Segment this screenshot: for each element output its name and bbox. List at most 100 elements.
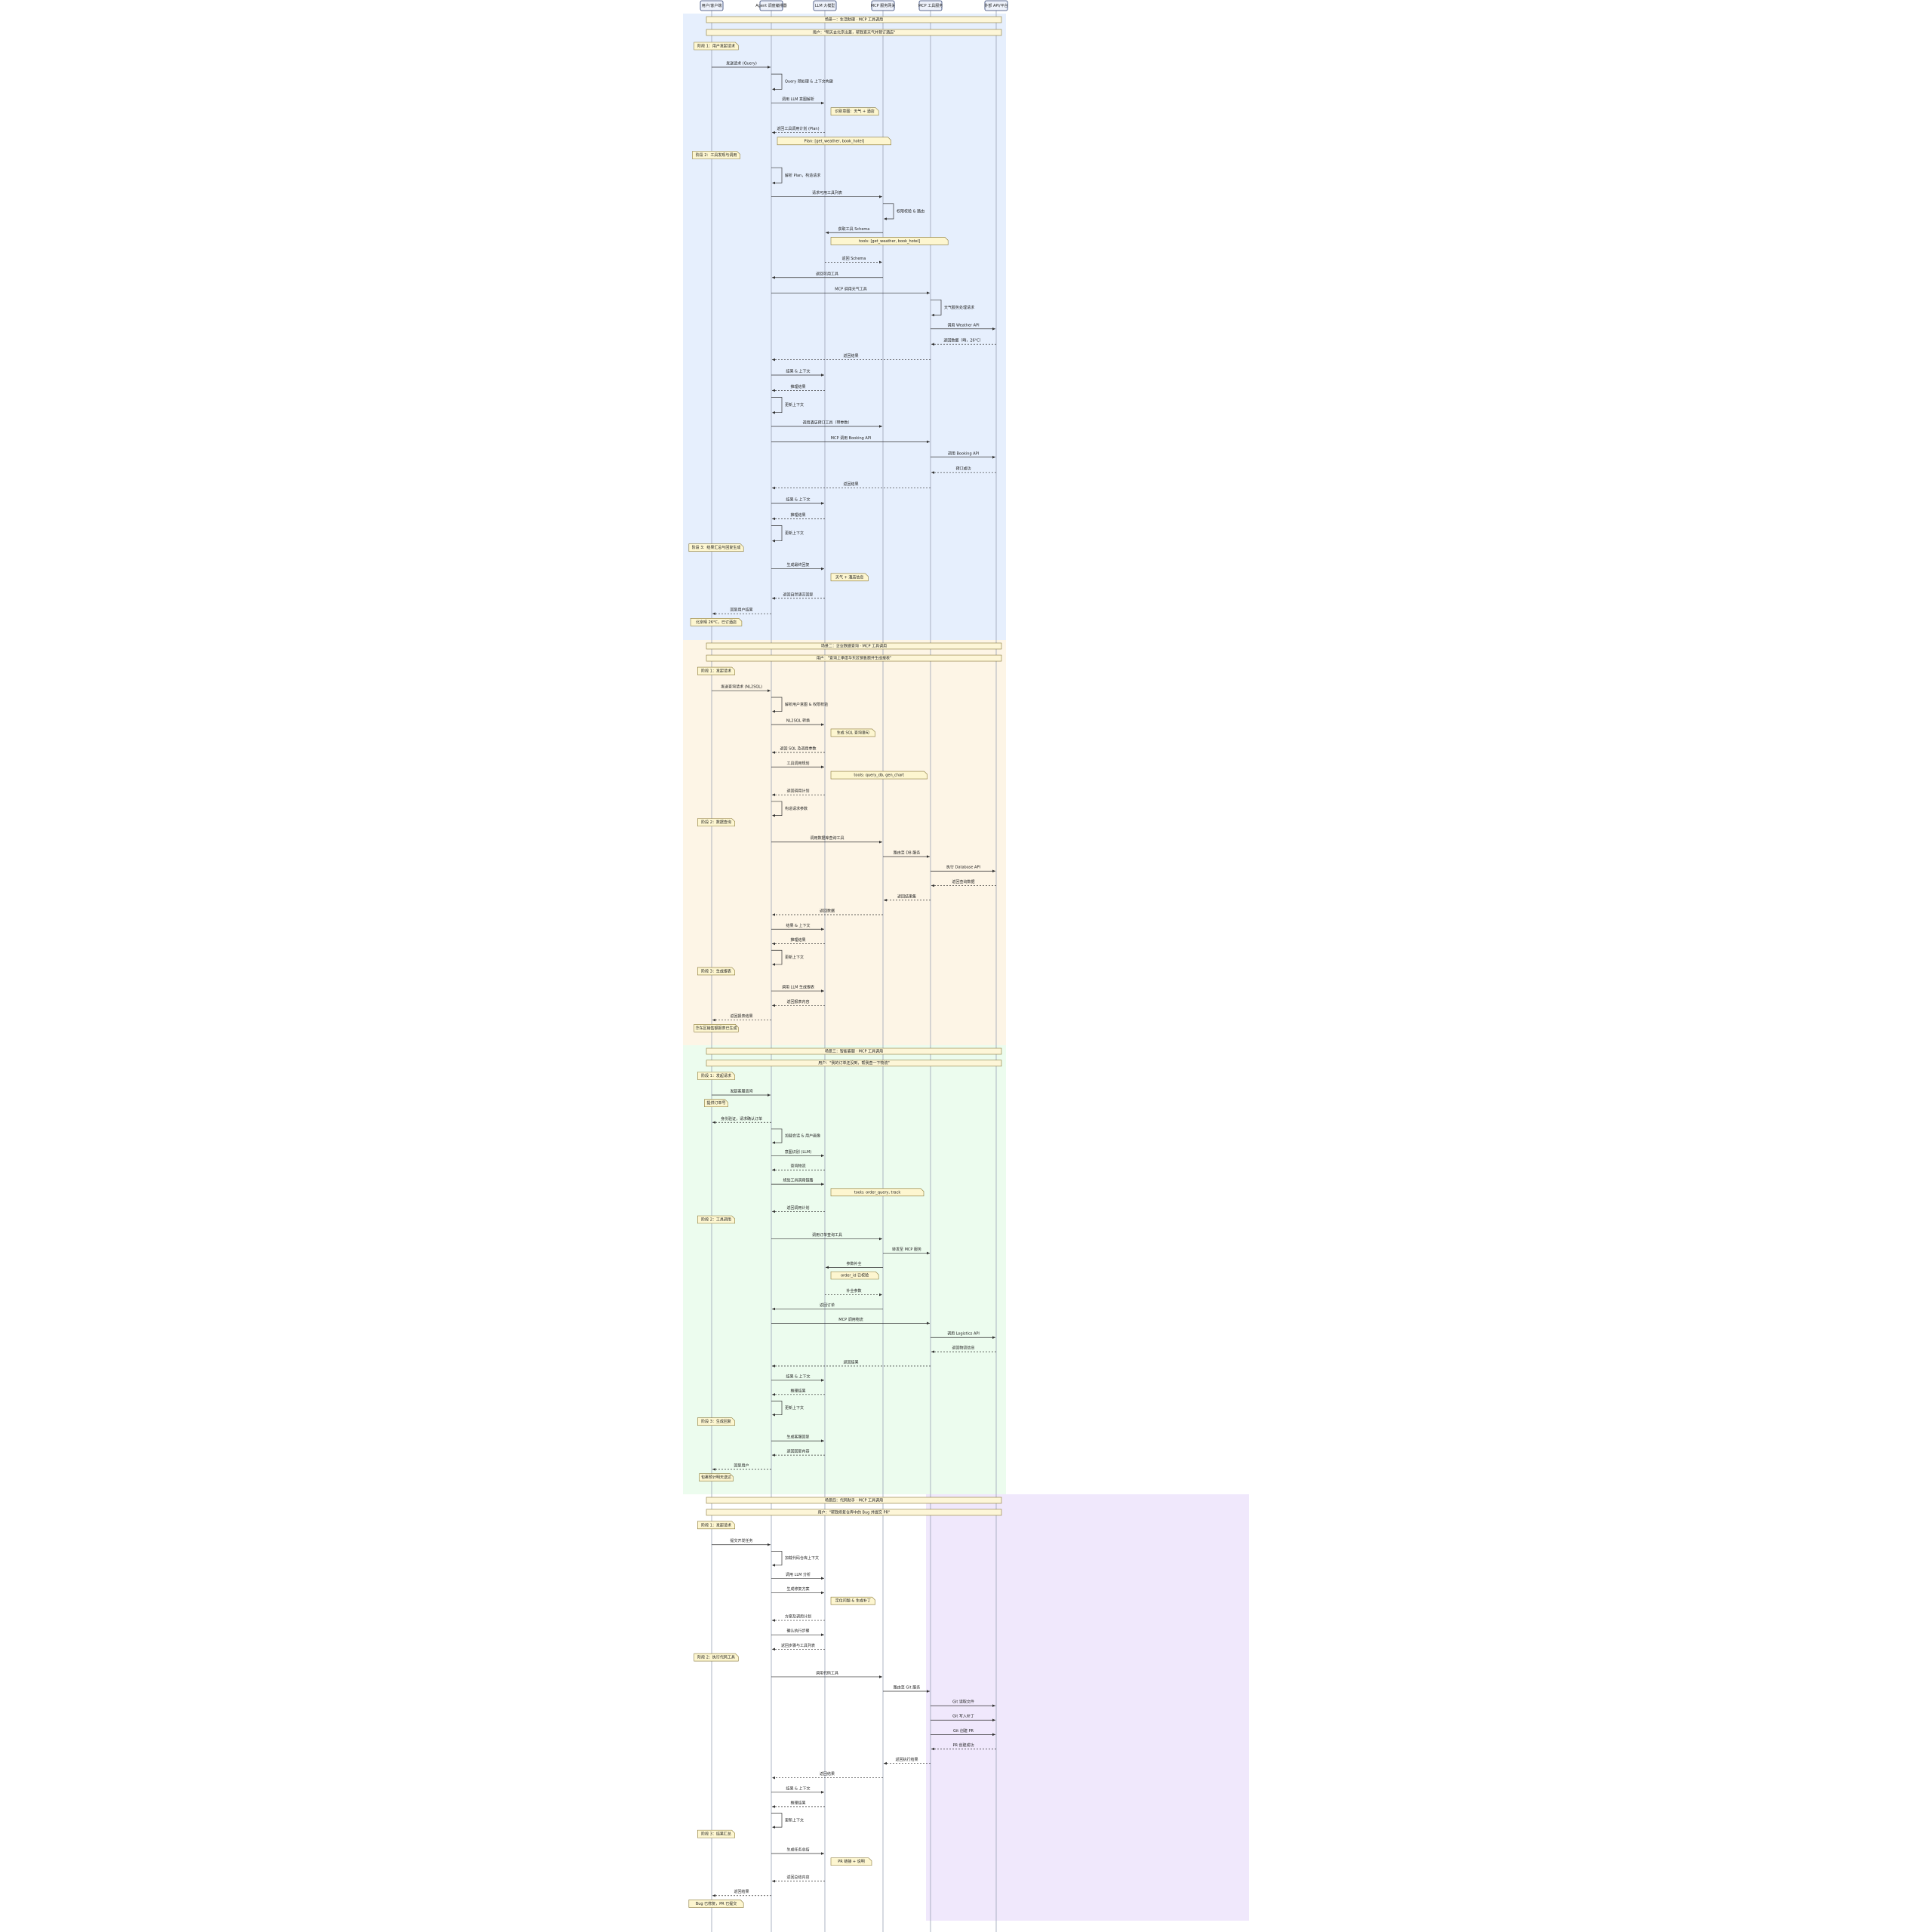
note-box bbox=[830, 771, 928, 780]
message-label: 返回结果 bbox=[820, 1771, 835, 1777]
message-label: 返回报表内容 bbox=[786, 999, 809, 1004]
message-label: 权限校验 & 路由 bbox=[897, 208, 924, 214]
note-text: tools: [get_weather, book_hotel] bbox=[859, 239, 920, 244]
message-label: 路由至 Git 服务 bbox=[894, 1685, 920, 1690]
arrow-head bbox=[772, 131, 775, 134]
arrow-head bbox=[879, 425, 882, 428]
message-label: 返回物流信息 bbox=[952, 1346, 974, 1351]
note-box bbox=[697, 666, 735, 675]
note-box bbox=[830, 728, 875, 737]
note-box bbox=[830, 1271, 879, 1280]
arrow-head bbox=[712, 1121, 715, 1124]
note-box bbox=[830, 1857, 872, 1866]
message-label: MCP 调用天气工具 bbox=[835, 287, 866, 292]
arrow-head bbox=[772, 275, 775, 279]
note-box bbox=[692, 151, 740, 159]
arrow-head bbox=[821, 1790, 824, 1794]
arrow-head bbox=[821, 1591, 824, 1595]
arrow-head bbox=[879, 1293, 882, 1297]
note-text: tools: order_query, track bbox=[854, 1190, 901, 1195]
message-label: 方案及调用计划 bbox=[785, 1614, 811, 1620]
scenario-banner bbox=[706, 642, 1002, 650]
arrow-head bbox=[772, 1564, 775, 1567]
arrow-head bbox=[772, 1168, 775, 1172]
backgrounds bbox=[683, 14, 1249, 1921]
arrow-head bbox=[821, 101, 824, 105]
arrow-head bbox=[884, 217, 887, 220]
arrow-head bbox=[821, 567, 824, 571]
arrow-head bbox=[821, 989, 824, 992]
arrow-head bbox=[772, 1004, 775, 1008]
message-label: 更新上下文 bbox=[785, 402, 804, 408]
note-box bbox=[697, 1829, 735, 1838]
note-box bbox=[830, 573, 869, 582]
arrow-head bbox=[821, 1183, 824, 1186]
message-label: 调用代码工具 bbox=[816, 1670, 838, 1675]
banner-text: 场景一：生活助理 · MCP 工具调用 bbox=[825, 17, 883, 23]
note-box bbox=[697, 967, 735, 976]
arrow-head bbox=[927, 855, 930, 858]
participant-label: Agent 调度编排器 bbox=[755, 3, 786, 8]
message-label: 补全参数 bbox=[846, 1288, 861, 1294]
note-box bbox=[690, 618, 743, 626]
message-label: 返回可用工具 bbox=[816, 271, 838, 276]
self-message bbox=[771, 1551, 783, 1566]
arrow-head bbox=[712, 1468, 715, 1471]
message-label: 执行 Database API bbox=[946, 865, 980, 870]
arrow-head bbox=[992, 455, 995, 459]
arrow-head bbox=[821, 1577, 824, 1580]
arrow-head bbox=[821, 502, 824, 505]
arrow-head bbox=[879, 840, 882, 844]
message-label: 生成任务总结 bbox=[786, 1847, 809, 1853]
arrow-head bbox=[772, 1307, 775, 1311]
arrow-head bbox=[772, 963, 775, 966]
banner-text: 用户："明天去北京出差，帮我查天气并预订酒店" bbox=[813, 30, 896, 35]
arrow-head bbox=[712, 1018, 715, 1022]
banner-text: 用户："查询上季度华东区销售额并生成报表" bbox=[817, 656, 892, 661]
message-label: 结果 & 上下文 bbox=[786, 497, 810, 502]
note-text: 阶段 3：结果汇总 bbox=[701, 1832, 731, 1837]
message-label: 结果 & 上下文 bbox=[786, 1374, 810, 1379]
note-text: 北京晴 26°C，已订酒店 bbox=[696, 620, 737, 625]
message-label: 返回结果 bbox=[843, 481, 858, 487]
message-label: 生成修复方案 bbox=[786, 1586, 809, 1592]
message-label: 更新上下文 bbox=[785, 531, 804, 536]
scenario-banner bbox=[706, 16, 1002, 23]
note-text: 阶段 1：发起请求 bbox=[701, 1073, 731, 1078]
message-label: 推理结果 bbox=[790, 384, 805, 389]
arrow-head bbox=[826, 1266, 829, 1269]
arrow-head bbox=[772, 1364, 775, 1367]
note-text: 识别意图：天气 + 酒店 bbox=[835, 109, 874, 114]
arrow-head bbox=[992, 869, 995, 873]
note-text: 华东区销售额报表已生成 bbox=[695, 1026, 737, 1031]
participant-box bbox=[984, 0, 1008, 11]
message-label: Git 写入补丁 bbox=[952, 1714, 974, 1719]
self-message bbox=[771, 1401, 783, 1416]
message-label: 推理结果 bbox=[790, 512, 805, 518]
arrow-head bbox=[931, 471, 934, 474]
scenario-banner bbox=[706, 29, 1002, 36]
banner-text: 场景三：智能客服 · MCP 工具调用 bbox=[825, 1049, 883, 1054]
arrow-head bbox=[772, 942, 775, 946]
arrow-head bbox=[772, 913, 775, 916]
message-label: 返回查询数据 bbox=[952, 879, 974, 884]
arrow-head bbox=[821, 1633, 824, 1636]
note-box bbox=[777, 137, 891, 146]
message-label: 请求可用工具列表 bbox=[812, 190, 842, 195]
message-label: 返回订单 bbox=[820, 1303, 835, 1308]
participant-box bbox=[871, 0, 895, 11]
message-label: 调用订单查询工具 bbox=[812, 1232, 842, 1238]
scenario-background bbox=[683, 640, 1006, 1045]
self-message bbox=[771, 1813, 783, 1828]
message-label: 调用酒店预订工具（带参数） bbox=[802, 420, 851, 425]
arrow-head bbox=[772, 1210, 775, 1214]
message-label: 返回执行结果 bbox=[895, 1757, 918, 1762]
note-text: PR 链接 + 说明 bbox=[838, 1859, 864, 1864]
message-label: 返回 SQL 及调用参数 bbox=[780, 746, 816, 752]
message-label: 查询物流 bbox=[790, 1164, 805, 1169]
arrow-head bbox=[772, 1454, 775, 1457]
message-label: 解析 Plan，构造请求 bbox=[785, 173, 820, 178]
arrow-head bbox=[992, 327, 995, 331]
arrow-head bbox=[772, 751, 775, 754]
